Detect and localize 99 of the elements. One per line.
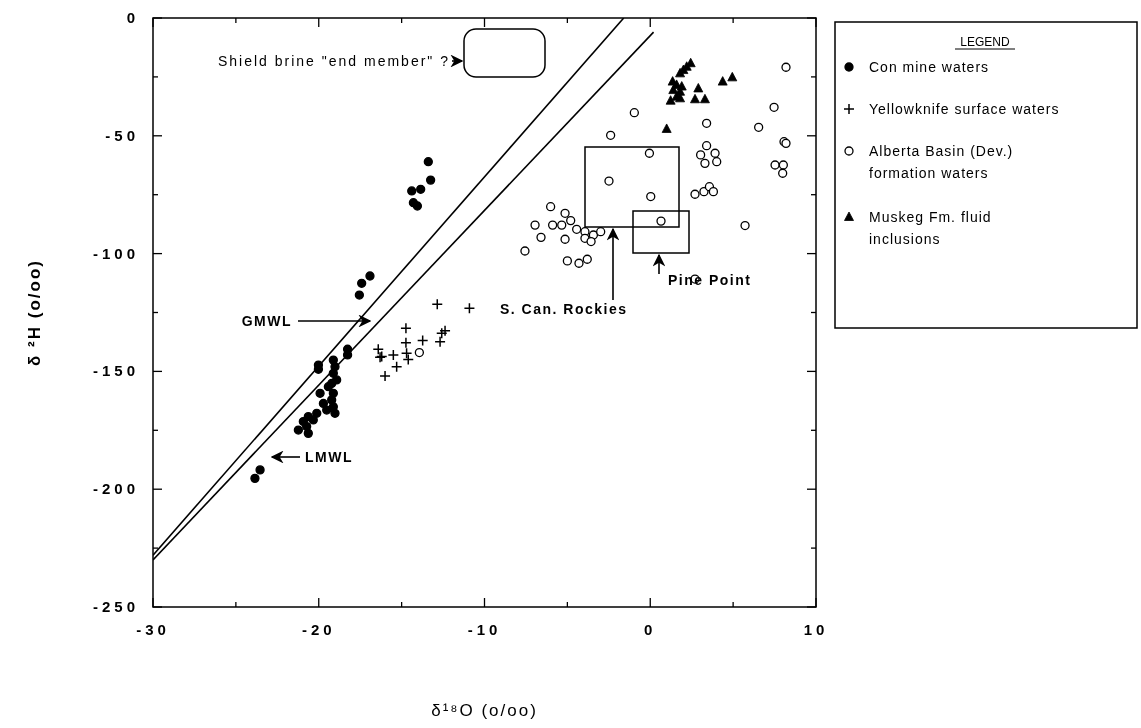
point [700, 93, 710, 104]
point [574, 258, 584, 268]
point [708, 186, 719, 197]
point [557, 220, 567, 230]
point [416, 334, 429, 347]
point [596, 227, 606, 237]
point [693, 83, 704, 93]
point [390, 360, 403, 373]
point [414, 347, 425, 358]
point [695, 150, 706, 160]
point [315, 388, 325, 398]
point [754, 122, 764, 132]
point [778, 160, 788, 170]
y-tick-label: -250 [92, 598, 139, 615]
point [402, 353, 415, 366]
point [530, 220, 540, 230]
point [400, 347, 413, 360]
point [605, 130, 616, 140]
y-tick-label: -200 [92, 480, 139, 498]
legend-label: Alberta Basin (Dev.) formation waters [869, 143, 1014, 181]
point [712, 157, 722, 167]
point [727, 71, 738, 82]
x-tick-label: -10 [467, 621, 502, 638]
point [407, 186, 417, 196]
legend-title: LEGEND [960, 35, 1010, 49]
point [690, 93, 700, 104]
point [379, 370, 391, 382]
point [665, 95, 676, 105]
point [566, 215, 576, 226]
y-tick-label: -150 [92, 362, 139, 380]
point [629, 108, 639, 118]
legend-label: Yellowknife surface waters [869, 101, 1060, 117]
x-axis-title: δ¹⁸O (o/oo) [431, 701, 538, 720]
point [412, 201, 423, 211]
point [582, 254, 592, 264]
point [562, 256, 573, 266]
x-tick-label: 0 [644, 621, 657, 638]
point [781, 62, 791, 72]
point [308, 415, 318, 425]
point [416, 184, 426, 194]
point [778, 168, 788, 178]
point [740, 220, 750, 231]
point [644, 148, 655, 158]
point [701, 141, 712, 151]
point [646, 191, 656, 202]
point [572, 224, 582, 234]
legend-label: Muskeg Fm. fluid inclusions [869, 209, 992, 247]
point [303, 428, 313, 439]
point [690, 189, 700, 199]
point [586, 236, 596, 247]
annotation: S. Can. Rockies [500, 301, 628, 317]
point [604, 176, 614, 186]
point [423, 157, 433, 167]
point [717, 76, 728, 86]
point [661, 123, 672, 133]
point [330, 408, 340, 418]
point [560, 208, 570, 218]
point [520, 246, 530, 256]
y-tick-label: 0 [126, 9, 139, 26]
point [318, 398, 329, 409]
point [560, 234, 570, 244]
point [323, 382, 334, 392]
point [439, 324, 451, 337]
point [400, 322, 412, 335]
point [434, 335, 446, 348]
point [536, 232, 546, 242]
point [255, 465, 265, 475]
point [701, 118, 712, 128]
point [769, 102, 779, 112]
point [387, 349, 400, 361]
point [545, 202, 556, 212]
x-tick-label: 10 [803, 621, 829, 638]
point [354, 290, 365, 300]
point [463, 302, 476, 315]
point [365, 271, 375, 281]
point [312, 408, 322, 418]
point [700, 158, 710, 169]
point [400, 336, 412, 349]
annotation: GMWL [241, 313, 292, 329]
y-tick-label: -50 [105, 126, 139, 144]
x-tick-label: -20 [301, 621, 336, 638]
point [675, 67, 685, 78]
point [425, 175, 436, 185]
point [250, 473, 260, 484]
y-tick-label: -100 [92, 244, 139, 262]
point [357, 278, 367, 288]
point [322, 405, 332, 415]
x-tick-label: -30 [136, 621, 170, 638]
y-axis-title: δ ²H (o/oo) [25, 259, 44, 366]
annotation: LMWL [305, 449, 353, 465]
point [435, 327, 448, 339]
annotation: Shield brine "end member" ? [217, 53, 450, 69]
point [547, 220, 558, 230]
point [431, 298, 444, 310]
point [656, 216, 666, 226]
point [710, 148, 720, 158]
legend-label: Con mine waters [869, 59, 990, 75]
point [770, 160, 780, 170]
point [293, 425, 304, 435]
